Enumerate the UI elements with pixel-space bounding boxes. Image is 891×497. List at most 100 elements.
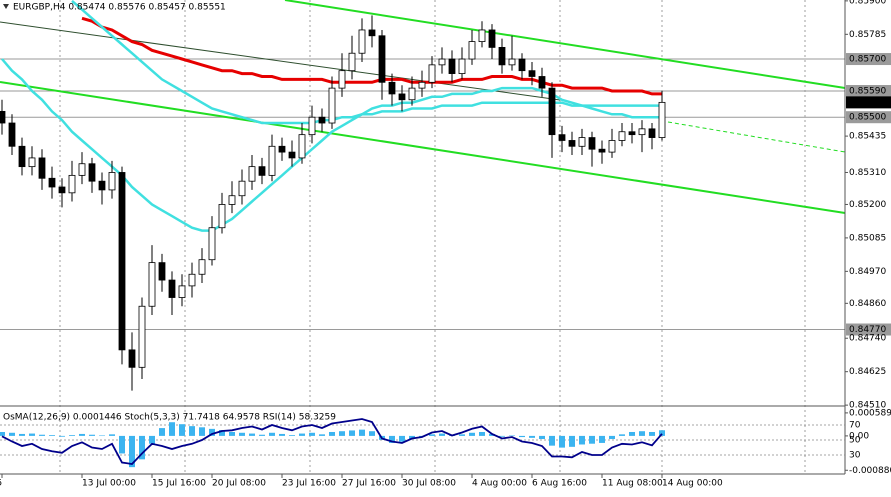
level-label: 0.84770 <box>849 325 886 335</box>
x-tick-label: 30 Jul 08:00 <box>402 479 456 489</box>
candle-body <box>68 174 76 194</box>
candle-body <box>478 29 486 42</box>
x-tick-label: 6 Aug 16:00 <box>532 479 587 489</box>
candle-body <box>538 76 546 89</box>
osma-bar <box>629 431 635 436</box>
y-tick-label: 0.85435 <box>849 132 886 142</box>
vertical-grid <box>59 0 806 474</box>
candle-body <box>278 145 286 153</box>
osma-bar <box>649 431 655 436</box>
level-label: 0.85500 <box>849 113 886 123</box>
x-tick-label: 27 Jul 16:00 <box>342 479 396 489</box>
y2-tick-label: 30 <box>849 451 861 461</box>
osma-bar <box>209 428 215 436</box>
osma-bar <box>19 433 25 436</box>
osma-bar <box>189 426 195 436</box>
candle-body <box>238 180 246 197</box>
channel-lower <box>0 81 846 214</box>
candle-body <box>598 148 606 153</box>
level-box <box>846 85 891 98</box>
y-tick-label: 0.000589 <box>849 408 891 418</box>
candle-body <box>148 262 156 307</box>
x-tick-label: 14 Aug 00:00 <box>662 479 723 489</box>
candle-body <box>548 87 556 136</box>
candle-body <box>418 81 426 89</box>
chart-title: EURGBP,H4 0.85474 0.85576 0.85457 0.8555… <box>13 3 226 13</box>
candle-body <box>388 81 396 95</box>
channel-mid <box>667 121 846 153</box>
osma-bar <box>609 435 615 440</box>
candle-body <box>198 259 206 275</box>
osma-bar <box>89 434 95 436</box>
candle-body <box>378 35 386 83</box>
candle-body <box>88 163 96 182</box>
osma-bar <box>269 432 275 436</box>
osma-bar <box>79 433 85 436</box>
indicator-panel <box>0 418 845 468</box>
y-tick-label: 0.85200 <box>849 200 886 210</box>
candle-body <box>458 58 466 74</box>
osma-bar <box>499 435 505 437</box>
osma-bar <box>339 431 345 436</box>
candle-body <box>128 349 136 368</box>
osma-bar <box>439 433 445 436</box>
osma-bar <box>139 435 145 460</box>
osma-bar <box>69 435 75 436</box>
osma-bar <box>599 435 605 443</box>
level-box <box>846 111 891 124</box>
osma-bar <box>429 434 435 436</box>
candle-body <box>648 128 656 138</box>
x-tick-label: 8 Jul 2026 <box>0 479 2 489</box>
x-tick-label: 15 Jul 16:00 <box>152 479 206 489</box>
candle-body <box>228 195 236 205</box>
osma-bar <box>109 434 115 436</box>
y-tick-label: 0.84625 <box>849 367 886 377</box>
candle-body <box>318 116 326 124</box>
osma-bar <box>569 435 575 447</box>
osma-bar <box>299 433 305 436</box>
candle-body <box>98 180 106 191</box>
candle-body <box>568 140 576 147</box>
candle-body <box>308 116 316 136</box>
x-tick-label: 4 Aug 00:00 <box>472 479 527 489</box>
candle-body <box>288 151 296 159</box>
osma-bar <box>29 433 35 436</box>
candle-body <box>578 137 586 147</box>
osma-bar <box>9 432 15 436</box>
osma-bar <box>579 435 585 445</box>
osma-bar <box>459 434 465 436</box>
osma-bar <box>659 430 665 436</box>
y-tick-label: 0.84860 <box>849 299 886 309</box>
candle-body <box>448 58 456 74</box>
osma-bar <box>469 432 475 436</box>
indicator-title: OsMA(12,26,9) 0.0001446 Stoch(5,3,3) 71.… <box>3 413 336 423</box>
candle-body <box>518 58 526 72</box>
candle-body <box>208 227 216 261</box>
osma-bar <box>199 427 205 436</box>
y-tick-label: 0.85785 <box>849 30 886 40</box>
candle-body <box>18 145 26 168</box>
price-box <box>846 96 891 109</box>
osma-bar <box>279 433 285 436</box>
plot <box>0 0 666 391</box>
osma-bar <box>169 422 175 436</box>
osma-bar <box>619 434 625 436</box>
osma-bar <box>0 431 5 436</box>
osma-bar <box>519 435 525 438</box>
candle-body <box>338 70 346 89</box>
candle-body <box>498 47 506 66</box>
y-tick-label: 0.00 <box>849 431 869 441</box>
osma-bar <box>249 433 255 436</box>
y-tick-label: 0.85310 <box>849 168 886 178</box>
osma-bar <box>329 431 335 436</box>
y2-tick-label: 70 <box>849 421 861 431</box>
osma-bar <box>119 435 125 454</box>
candle-body <box>328 87 336 124</box>
candle-body <box>628 131 636 136</box>
candle-body <box>398 93 406 101</box>
y-tick-label: 0.85900 <box>849 0 886 6</box>
candle-body <box>468 41 476 60</box>
x-tick-label: 13 Jul 00:00 <box>82 479 136 489</box>
